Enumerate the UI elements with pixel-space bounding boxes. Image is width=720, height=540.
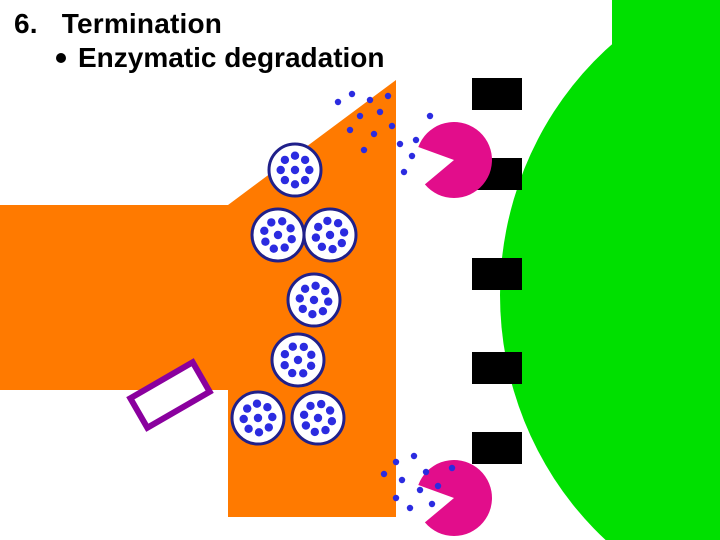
neurotransmitter-dot [427,113,433,119]
neurotransmitter-dot [401,169,407,175]
neurotransmitter-dot [423,469,429,475]
neurotransmitter-dot [367,97,373,103]
vesicle [269,144,321,196]
neurotransmitter-dot [397,141,403,147]
neurotransmitter-dot [349,91,355,97]
enzyme-icon [418,122,492,198]
neurotransmitter-dot [335,99,341,105]
neurotransmitter-dot [377,109,383,115]
receptor [472,432,522,464]
bullet-icon [56,53,66,63]
vesicle [272,334,324,386]
neurotransmitter-dot [409,153,415,159]
neurotransmitter-dot [393,495,399,501]
neurotransmitter-dot [435,483,441,489]
vesicle [232,392,284,444]
neurotransmitter-dot [449,465,455,471]
neurotransmitter-dot [411,453,417,459]
heading-subtitle: Enzymatic degradation [78,42,385,74]
neurotransmitter-dot [429,501,435,507]
neurotransmitter-dot [371,131,377,137]
vesicle [304,209,356,261]
diagram-stage [0,0,720,540]
vesicle [252,209,304,261]
neurotransmitter-dot [393,459,399,465]
vesicle [292,392,344,444]
postsynaptic-cell-fill [612,0,720,540]
neurotransmitter-dot [361,147,367,153]
neurotransmitter-dot [357,113,363,119]
enzyme-icon [418,460,492,536]
heading-number: 6. [14,8,38,39]
neurotransmitter-dot [347,127,353,133]
neurotransmitter-dot [389,123,395,129]
neurotransmitter-dot [385,93,391,99]
neurotransmitter-dot [413,137,419,143]
heading-title: Termination [62,8,222,39]
vesicle [288,274,340,326]
receptor [472,78,522,110]
heading-line-2: Enzymatic degradation [14,42,385,74]
receptor [472,258,522,290]
receptor [472,352,522,384]
neurotransmitter-dot [399,477,405,483]
neurotransmitter-dot [407,505,413,511]
heading-line-1: 6. Termination [14,8,385,40]
diagram-svg [0,0,720,540]
heading: 6. Termination Enzymatic degradation [14,8,385,74]
neurotransmitter-dot [417,487,423,493]
neurotransmitter-dot [381,471,387,477]
